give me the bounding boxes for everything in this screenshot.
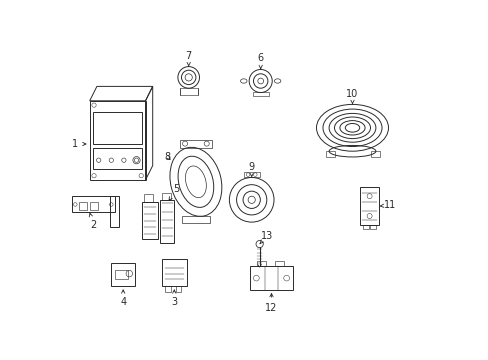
- Text: 9: 9: [248, 162, 254, 176]
- Text: 8: 8: [163, 152, 170, 162]
- Bar: [176, 286, 181, 292]
- Bar: [325, 151, 334, 157]
- Bar: [179, 88, 197, 95]
- Text: 11: 11: [380, 200, 396, 210]
- Bar: [160, 200, 174, 243]
- Bar: [79, 202, 87, 210]
- Bar: [363, 225, 368, 229]
- Bar: [370, 151, 379, 157]
- Bar: [257, 261, 265, 266]
- Bar: [89, 101, 145, 180]
- Text: 3: 3: [171, 290, 177, 307]
- Text: 7: 7: [185, 51, 191, 66]
- Bar: [244, 172, 259, 177]
- Text: 4: 4: [120, 290, 126, 307]
- Bar: [181, 216, 210, 223]
- Bar: [179, 140, 212, 148]
- Text: 2: 2: [89, 213, 96, 230]
- Bar: [89, 202, 98, 210]
- Bar: [115, 270, 127, 279]
- Bar: [111, 263, 134, 286]
- Bar: [162, 193, 170, 200]
- Bar: [93, 112, 142, 144]
- Text: 1: 1: [72, 139, 86, 149]
- Text: 6: 6: [257, 53, 263, 69]
- Bar: [109, 196, 118, 227]
- Text: 12: 12: [265, 293, 277, 313]
- Bar: [93, 148, 142, 169]
- Bar: [162, 259, 186, 286]
- Text: 10: 10: [346, 89, 358, 104]
- Bar: [142, 202, 158, 239]
- Bar: [359, 187, 379, 225]
- Text: 5: 5: [169, 184, 179, 200]
- Bar: [275, 261, 284, 266]
- Bar: [252, 92, 268, 96]
- Text: 13: 13: [260, 231, 273, 244]
- Bar: [165, 286, 170, 292]
- Bar: [249, 266, 292, 290]
- Bar: [370, 225, 375, 229]
- Bar: [143, 194, 152, 202]
